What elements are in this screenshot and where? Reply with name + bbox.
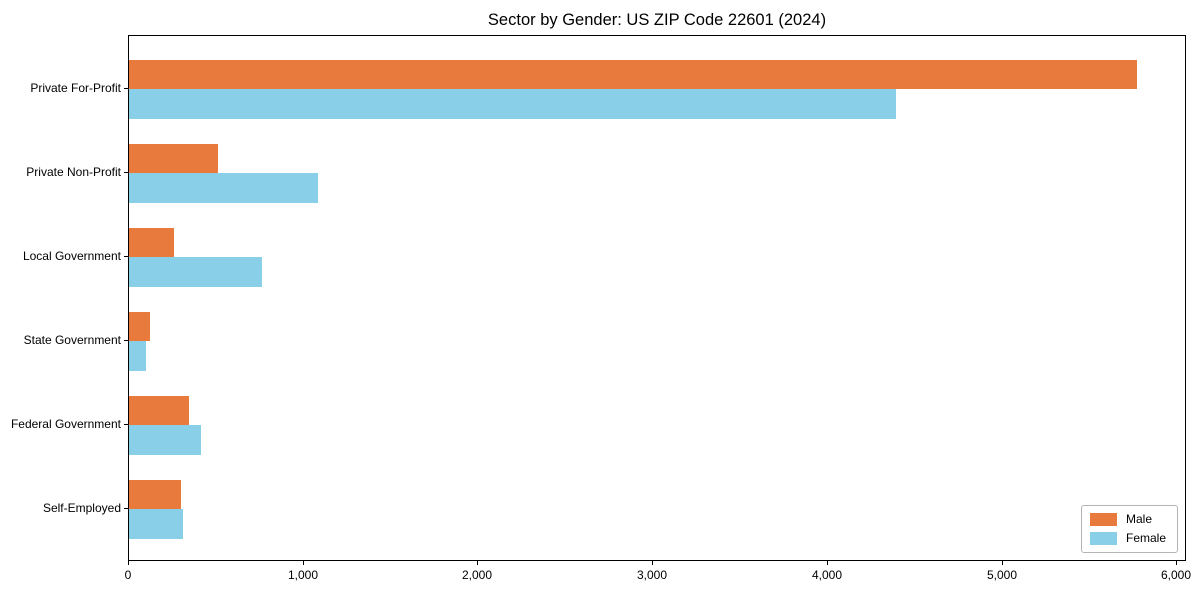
x-tick-0 (128, 561, 129, 565)
y-axis-label-federal-government: Federal Government (10, 417, 121, 431)
y-tick-private-for-profit (124, 88, 128, 89)
bar-male-federal-government (129, 395, 189, 425)
x-tick-1000 (303, 561, 304, 565)
y-tick-private-non-profit (124, 172, 128, 173)
y-axis-label-local-government: Local Government (22, 249, 121, 263)
y-axis-label-private-for-profit: Private For-Profit (30, 81, 121, 95)
x-tick-label-4000: 4,000 (811, 568, 843, 582)
bar-male-local-government (129, 227, 174, 257)
x-tick-5000 (1002, 561, 1003, 565)
y-tick-federal-government (124, 424, 128, 425)
legend: Male Female (1080, 505, 1178, 553)
bar-female-private-for-profit (129, 89, 896, 119)
y-axis-label-self-employed: Self-Employed (42, 501, 121, 515)
bar-male-private-for-profit (129, 59, 1137, 89)
x-tick-3000 (652, 561, 653, 565)
x-tick-label-0: 0 (124, 568, 132, 582)
legend-item-female: Female (1089, 531, 1166, 545)
bar-female-federal-government (129, 425, 201, 455)
bar-female-state-government (129, 341, 146, 371)
bar-male-private-non-profit (129, 143, 218, 173)
bar-male-self-employed (129, 479, 181, 509)
chart-title: Sector by Gender: US ZIP Code 22601 (202… (487, 11, 827, 29)
bar-female-local-government (129, 257, 262, 287)
legend-label-male: Male (1125, 512, 1152, 526)
y-tick-state-government (124, 340, 128, 341)
plot-area: Male Female (128, 35, 1186, 561)
y-tick-local-government (124, 256, 128, 257)
legend-swatch-female (1089, 532, 1117, 545)
legend-label-female: Female (1125, 531, 1166, 545)
legend-item-male: Male (1089, 512, 1166, 526)
bar-male-state-government (129, 311, 150, 341)
y-axis-label-state-government: State Government (23, 333, 121, 347)
x-tick-label-2000: 2,000 (461, 568, 493, 582)
x-tick-2000 (477, 561, 478, 565)
legend-swatch-male (1089, 513, 1117, 526)
y-tick-self-employed (124, 508, 128, 509)
bar-female-private-non-profit (129, 173, 318, 203)
x-tick-label-1000: 1,000 (287, 568, 319, 582)
x-tick-4000 (827, 561, 828, 565)
y-axis-label-private-non-profit: Private Non-Profit (26, 165, 121, 179)
x-tick-label-5000: 5,000 (986, 568, 1018, 582)
x-tick-label-3000: 3,000 (636, 568, 668, 582)
bar-female-self-employed (129, 509, 183, 539)
x-tick-6000 (1176, 561, 1177, 565)
x-tick-label-6000: 6,000 (1160, 568, 1192, 582)
